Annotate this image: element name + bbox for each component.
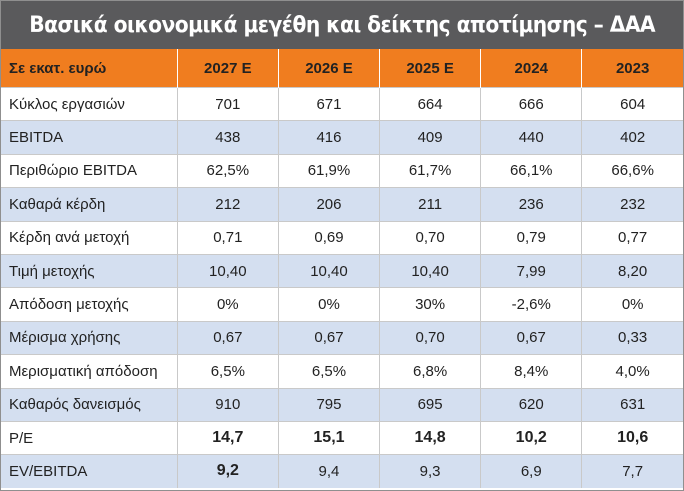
table-row-share-price: Τιμή μετοχής 10,40 10,40 10,40 7,99 8,20 — [1, 253, 683, 288]
header-2027e: 2027 Ε — [176, 49, 279, 88]
row-label: EV/EBITDA — [1, 454, 178, 488]
table-row-ebitda: EBITDA 438 416 409 440 402 — [1, 120, 683, 155]
row-label: Καθαρά κέρδη — [1, 187, 178, 222]
cell-value: -2,6% — [480, 287, 582, 322]
cell-value: 6,9 — [480, 454, 582, 488]
table-title: Βασικά οικονομικά μεγέθη και δείκτης απο… — [29, 12, 655, 38]
cell-value: 0,67 — [480, 320, 582, 355]
cell-value: 8,4% — [480, 354, 582, 389]
cell-value: 10,6 — [581, 420, 683, 455]
header-2023: 2023 — [581, 49, 683, 88]
row-label: Απόδοση μετοχής — [1, 287, 178, 322]
header-2026e: 2026 Ε — [277, 49, 380, 88]
row-label: Κύκλος εργασιών — [1, 86, 178, 121]
cell-value: 910 — [176, 387, 279, 422]
financials-table: Σε εκατ. ευρώ 2027 Ε 2026 Ε 2025 Ε 2024 … — [1, 49, 683, 488]
cell-value: 10,2 — [480, 420, 582, 455]
cell-value: 206 — [277, 187, 380, 222]
row-label: P/E — [1, 420, 178, 455]
cell-value: 0,71 — [176, 220, 279, 255]
cell-value: 7,99 — [480, 253, 582, 288]
cell-value: 10,40 — [379, 253, 481, 288]
cell-value: 61,9% — [277, 153, 380, 188]
cell-value: 8,20 — [581, 253, 683, 288]
table-row-revenue: Κύκλος εργασιών 701 671 664 666 604 — [1, 86, 683, 121]
table-row-share-return: Απόδοση μετοχής 0% 0% 30% -2,6% 0% — [1, 287, 683, 322]
cell-value: 0,79 — [480, 220, 582, 255]
cell-value: 211 — [379, 187, 481, 222]
table-title-bar: Βασικά οικονομικά μεγέθη και δείκτης απο… — [1, 1, 683, 49]
table-row-dividend: Μέρισμα χρήσης 0,67 0,67 0,70 0,67 0,33 — [1, 320, 683, 355]
cell-value: 7,7 — [581, 454, 683, 488]
cell-value: 0% — [176, 287, 279, 322]
cell-value: 9,3 — [379, 454, 481, 488]
cell-value: 66,1% — [480, 153, 582, 188]
row-label: Μέρισμα χρήσης — [1, 320, 178, 355]
cell-value: 62,5% — [176, 153, 279, 188]
table-row-pe: P/E 14,7 15,1 14,8 10,2 10,6 — [1, 420, 683, 455]
row-label: Τιμή μετοχής — [1, 253, 178, 288]
cell-value: 409 — [379, 120, 481, 155]
cell-value: 236 — [480, 187, 582, 222]
cell-value: 402 — [581, 120, 683, 155]
cell-value: 9,2 — [176, 454, 279, 488]
cell-value: 0,77 — [581, 220, 683, 255]
cell-value: 10,40 — [176, 253, 279, 288]
cell-value: 6,8% — [379, 354, 481, 389]
cell-value: 66,6% — [581, 153, 683, 188]
cell-value: 61,7% — [379, 153, 481, 188]
cell-value: 666 — [480, 86, 582, 121]
cell-value: 416 — [277, 120, 380, 155]
row-label: Καθαρός δανεισμός — [1, 387, 178, 422]
cell-value: 14,7 — [176, 420, 279, 455]
cell-value: 631 — [581, 387, 683, 422]
table-row-ebitda-margin: Περιθώριο EBITDA 62,5% 61,9% 61,7% 66,1%… — [1, 153, 683, 188]
cell-value: 604 — [581, 86, 683, 121]
cell-value: 620 — [480, 387, 582, 422]
row-label: Περιθώριο EBITDA — [1, 153, 178, 188]
cell-value: 440 — [480, 120, 582, 155]
cell-value: 0% — [581, 287, 683, 322]
cell-value: 0,67 — [277, 320, 380, 355]
header-unit: Σε εκατ. ευρώ — [1, 49, 178, 88]
table-row-ev-ebitda: EV/EBITDA 9,2 9,4 9,3 6,9 7,7 — [1, 454, 683, 488]
cell-value: 10,40 — [277, 253, 380, 288]
cell-value: 0,69 — [277, 220, 380, 255]
cell-value: 0,70 — [379, 220, 481, 255]
header-2025e: 2025 Ε — [379, 49, 481, 88]
header-2024: 2024 — [480, 49, 582, 88]
table-row-dividend-yield: Μερισματική απόδοση 6,5% 6,5% 6,8% 8,4% … — [1, 354, 683, 389]
row-label: Κέρδη ανά μετοχή — [1, 220, 178, 255]
cell-value: 212 — [176, 187, 279, 222]
cell-value: 701 — [176, 86, 279, 121]
cell-value: 438 — [176, 120, 279, 155]
table-row-eps: Κέρδη ανά μετοχή 0,71 0,69 0,70 0,79 0,7… — [1, 220, 683, 255]
cell-value: 4,0% — [581, 354, 683, 389]
cell-value: 6,5% — [277, 354, 380, 389]
cell-value: 15,1 — [277, 420, 380, 455]
cell-value: 0% — [277, 287, 380, 322]
header-row: Σε εκατ. ευρώ 2027 Ε 2026 Ε 2025 Ε 2024 … — [1, 49, 683, 88]
cell-value: 232 — [581, 187, 683, 222]
row-label: Μερισματική απόδοση — [1, 354, 178, 389]
cell-value: 0,67 — [176, 320, 279, 355]
cell-value: 695 — [379, 387, 481, 422]
cell-value: 14,8 — [379, 420, 481, 455]
cell-value: 30% — [379, 287, 481, 322]
cell-value: 0,70 — [379, 320, 481, 355]
cell-value: 671 — [277, 86, 380, 121]
cell-value: 6,5% — [176, 354, 279, 389]
table-row-net-debt: Καθαρός δανεισμός 910 795 695 620 631 — [1, 387, 683, 422]
cell-value: 0,33 — [581, 320, 683, 355]
cell-value: 795 — [277, 387, 380, 422]
cell-value: 664 — [379, 86, 481, 121]
table-row-net-profit: Καθαρά κέρδη 212 206 211 236 232 — [1, 187, 683, 222]
cell-value: 9,4 — [277, 454, 380, 488]
row-label: EBITDA — [1, 120, 178, 155]
